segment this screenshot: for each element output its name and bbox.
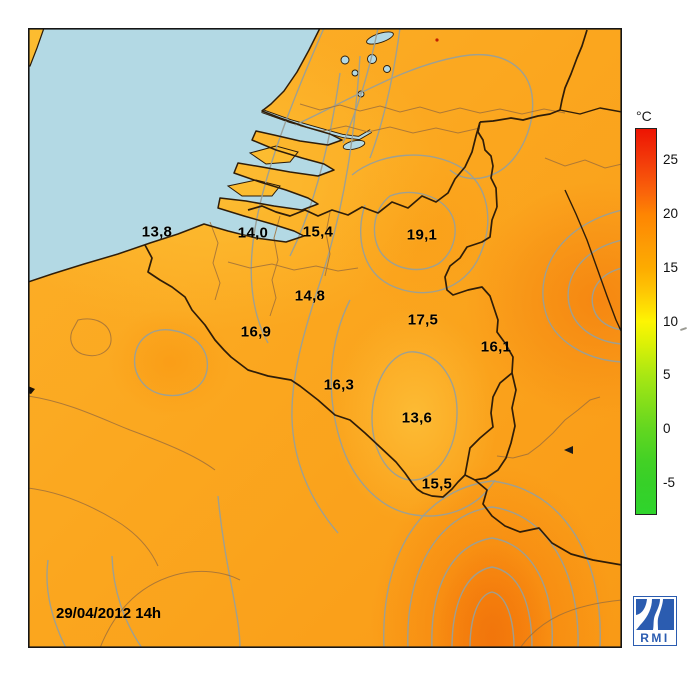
colorbar-tick-label: 25 [663, 152, 679, 168]
colorbar-tick-label: 15 [663, 259, 679, 275]
region-borders [28, 103, 622, 648]
colorbar-tick-label: -5 [663, 474, 676, 490]
colorbar-tick-label: 10 [663, 313, 679, 329]
lakes [340, 31, 394, 150]
map-canvas [28, 28, 622, 648]
rmi-logo: RMI [633, 596, 677, 646]
colorbar-tick-label: 20 [663, 206, 679, 221]
colorbar-gradient [635, 128, 657, 515]
map-marks [28, 38, 573, 454]
north-sea [28, 28, 342, 282]
edge-black-marker [28, 386, 35, 394]
corner-headland [28, 28, 45, 67]
country-borders [28, 28, 622, 566]
coastline [28, 28, 343, 283]
rmi-logo-text: RMI [640, 631, 670, 645]
colorbar-unit-label: °C [636, 108, 652, 124]
small-red-marker [435, 38, 439, 42]
stray-mark [679, 326, 688, 332]
colorbar-tick-label: 0 [663, 421, 671, 436]
small-triangle-marker [564, 446, 573, 454]
timestamp-label: 29/04/2012 14h [56, 605, 162, 622]
rmi-logo-mark [636, 599, 674, 630]
colorbar-tick-label: 5 [663, 367, 671, 383]
map-frame [28, 28, 622, 648]
